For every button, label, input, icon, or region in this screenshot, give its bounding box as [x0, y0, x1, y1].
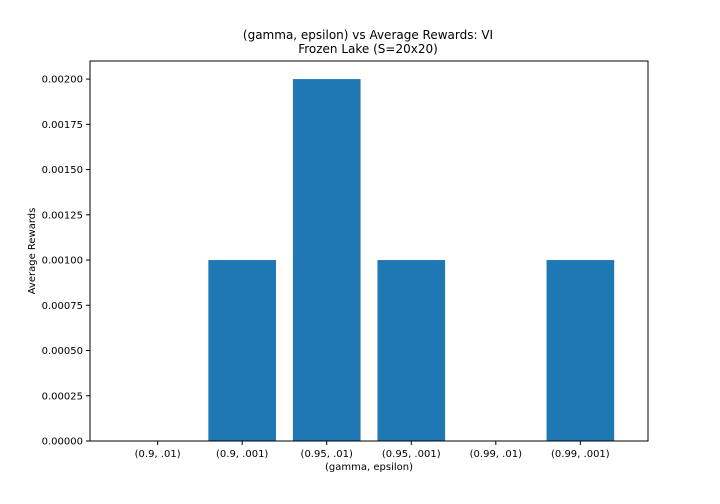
chart-subtitle: Frozen Lake (S=20x20) [298, 42, 438, 56]
y-tick-label: 0.00075 [42, 301, 83, 312]
y-tick-label: 0.00050 [42, 346, 83, 357]
chart-title: (gamma, epsilon) vs Average Rewards: VI [243, 28, 493, 42]
y-tick-label: 0.00025 [42, 391, 83, 402]
x-tick-label: (0.9, .01) [135, 449, 181, 460]
x-axis: (0.9, .01) (0.9, .001) (0.95, .01) (0.95, .… [135, 441, 610, 460]
bar-3 [377, 260, 446, 441]
x-tick-label: (0.99, .001) [551, 449, 610, 460]
x-tick-label: (0.99, .01) [470, 449, 522, 460]
y-tick-label: 0.00100 [42, 256, 83, 267]
bars-group [208, 79, 615, 441]
y-tick-label: 0.00125 [42, 210, 83, 221]
y-tick-label: 0.00150 [42, 165, 83, 176]
y-tick-label: 0.00175 [42, 120, 83, 131]
x-tick-label: (0.95, .001) [382, 449, 441, 460]
plot-frame [89, 60, 649, 442]
bar-2 [292, 79, 361, 441]
x-axis-label: (gamma, epsilon) [325, 462, 413, 473]
y-axis: 0.00000 0.00025 0.00050 0.00075 0.00100 0.001… [42, 75, 90, 448]
x-tick-label: (0.9, .001) [216, 449, 268, 460]
y-tick-label: 0.00000 [42, 437, 83, 448]
y-tick-label: 0.00200 [42, 75, 83, 86]
x-tick-label: (0.95, .01) [301, 449, 353, 460]
bar-5 [546, 260, 615, 441]
y-axis-label: Average Rewards [27, 208, 38, 295]
bar-1 [208, 260, 276, 441]
